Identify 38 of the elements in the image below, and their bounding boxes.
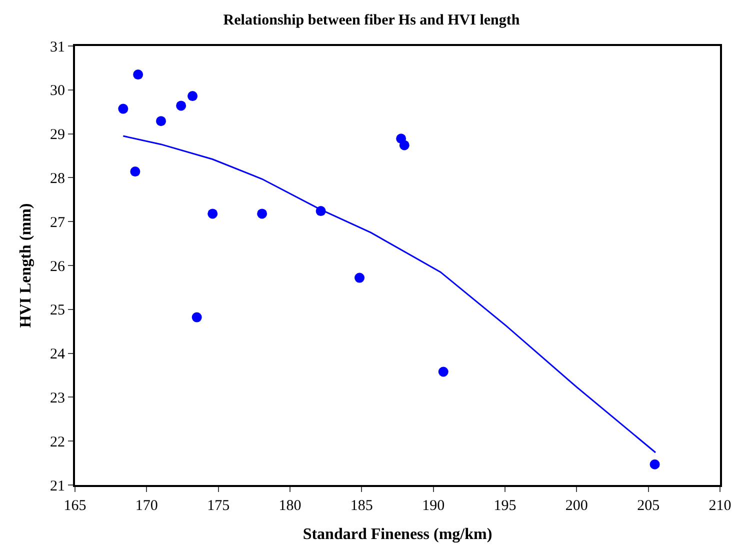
point [192,312,202,322]
point [176,100,186,111]
point [257,208,268,219]
y-tick-label: 25 [50,302,65,319]
y-tick-label: 27 [50,214,66,231]
point [118,104,128,114]
x-tick-label: 170 [135,498,158,514]
y-tick-label: 21 [50,478,65,494]
x-tick-label: 200 [565,498,588,514]
y-tick-label: 22 [50,434,65,450]
y-tick-label: 29 [50,127,65,144]
x-tick-label: 180 [278,498,302,514]
y-axis-title: HVI Length (mm) [17,203,34,328]
y-tick-label: 30 [50,83,65,100]
x-tick-label: 195 [494,498,516,514]
x-axis-title: Standard Fineness (mg/km) [302,526,492,544]
chart-title: Relationship between fiber Hs and HVI length [223,12,520,28]
x-tick-label: 205 [637,498,660,514]
y-tick-label: 24 [50,346,66,363]
x-tick-label: 175 [207,498,230,514]
point [354,272,365,283]
point [133,70,144,80]
y-tick-label: 28 [50,170,65,187]
point [650,459,660,470]
point [438,366,448,377]
point [156,116,166,126]
x-tick-label: 185 [350,498,373,514]
x-tick-label: 210 [708,498,732,514]
x-tick-label: 165 [64,498,86,514]
y-tick-label: 26 [50,258,66,275]
point [208,208,218,219]
point [130,166,140,177]
line-series [122,135,656,454]
point [399,140,410,150]
y-tick-label: 31 [50,39,65,56]
x-tick-label: 190 [422,498,445,514]
point [188,91,198,102]
y-tick-label: 23 [50,390,65,406]
